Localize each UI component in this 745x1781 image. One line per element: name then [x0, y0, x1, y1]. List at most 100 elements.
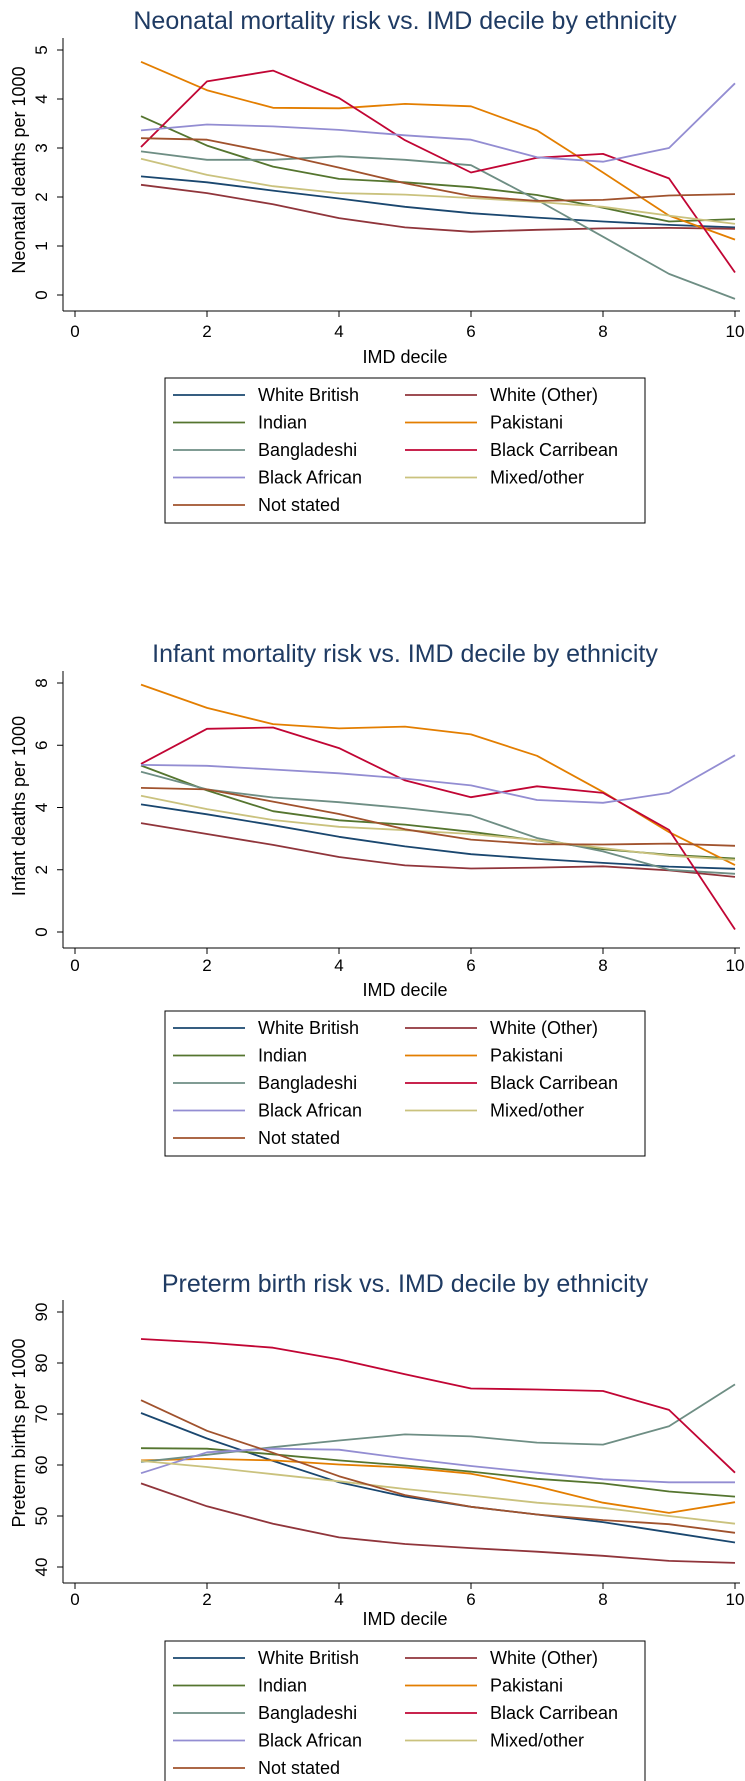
x-tick-label: 10: [726, 1590, 745, 1609]
chart-title: Preterm birth risk vs. IMD decile by eth…: [162, 1270, 649, 1298]
legend-label-white-other: White (Other): [490, 1018, 598, 1038]
series-line-not-stated: [140, 787, 736, 847]
y-tick-label: 80: [32, 1354, 51, 1373]
chart-legend: White British White (Other) Indian Pakistan…: [164, 1640, 646, 1781]
series-line-indian: [140, 1447, 736, 1498]
x-tick-label: 2: [202, 956, 211, 975]
series-line-bangladeshi: [140, 150, 736, 300]
y-tick-label: 40: [32, 1558, 51, 1577]
y-tick-label: 60: [32, 1456, 51, 1475]
series-line-black-african: [140, 754, 736, 804]
x-tick-label: 8: [598, 956, 607, 975]
x-tick-label: 0: [70, 1590, 79, 1609]
legend-label-not-stated: Not stated: [258, 1758, 340, 1778]
legend-label-mixed-other: Mixed/other: [490, 1731, 584, 1751]
legend-label-pakistani: Pakistani: [490, 1046, 563, 1066]
legend-label-white-other: White (Other): [490, 1648, 598, 1668]
y-tick-label: 2: [32, 192, 51, 201]
y-tick-label: 4: [32, 94, 51, 103]
legend-label-black-carribean: Black Carribean: [490, 1703, 618, 1723]
neonatal-chart-panel: Neonatal mortality risk vs. IMD decile b…: [9, 7, 744, 524]
x-axis-label: IMD decile: [362, 1609, 447, 1629]
x-tick-label: 4: [334, 956, 343, 975]
chart-title: Infant mortality risk vs. IMD decile by …: [152, 640, 658, 668]
series-line-pakistani: [140, 60, 736, 241]
legend-label-black-carribean: Black Carribean: [490, 440, 618, 460]
legend-label-bangladeshi: Bangladeshi: [258, 1703, 357, 1723]
plot-area: 0 2 4 6 8 10 40 50 60 70 80 90: [32, 1300, 744, 1609]
series-line-black-carribean: [140, 69, 736, 274]
y-axis-label: Preterm births per 1000: [9, 1338, 29, 1527]
legend-label-black-african: Black African: [258, 1731, 362, 1751]
y-tick-label: 6: [32, 741, 51, 750]
x-tick-label: 4: [334, 1590, 343, 1609]
series-line-not-stated: [140, 1399, 736, 1534]
legend-label-pakistani: Pakistani: [490, 413, 563, 433]
y-tick-label: 8: [32, 678, 51, 687]
legend-label-bangladeshi: Bangladeshi: [258, 1073, 357, 1093]
series-line-white-other: [140, 183, 736, 233]
series-line-mixed-other: [140, 794, 736, 861]
chart-title: Neonatal mortality risk vs. IMD decile b…: [133, 7, 677, 35]
series-line-mixed-other: [140, 1460, 736, 1525]
y-axis-label: Neonatal deaths per 1000: [9, 66, 29, 273]
y-tick-label: 2: [32, 865, 51, 874]
legend-label-mixed-other: Mixed/other: [490, 468, 584, 488]
plot-area: 0 2 4 6 8 10 0 1 2 3 4 5: [32, 38, 744, 341]
legend-label-not-stated: Not stated: [258, 495, 340, 515]
x-axis-label: IMD decile: [362, 347, 447, 367]
y-tick-label: 4: [32, 803, 51, 812]
x-tick-label: 10: [726, 956, 745, 975]
x-tick-label: 6: [466, 322, 475, 341]
legend-label-pakistani: Pakistani: [490, 1676, 563, 1696]
y-tick-label: 5: [32, 45, 51, 54]
series-line-bangladeshi: [140, 770, 736, 875]
x-tick-label: 0: [70, 322, 79, 341]
y-tick-label: 3: [32, 143, 51, 152]
x-tick-label: 2: [202, 322, 211, 341]
x-tick-label: 2: [202, 1590, 211, 1609]
legend-label-bangladeshi: Bangladeshi: [258, 440, 357, 460]
series-line-mixed-other: [140, 157, 736, 225]
x-tick-label: 4: [334, 322, 343, 341]
legend-label-white-british: White British: [258, 1018, 359, 1038]
series-line-white-other: [140, 1482, 736, 1564]
legend-label-black-african: Black African: [258, 468, 362, 488]
legend-label-white-british: White British: [258, 385, 359, 405]
series-line-black-african: [140, 82, 736, 163]
y-tick-label: 70: [32, 1405, 51, 1424]
x-tick-label: 6: [466, 956, 475, 975]
plot-area: 0 2 4 6 8 10 0 2 4 6 8: [32, 671, 744, 975]
legend-label-white-british: White British: [258, 1648, 359, 1668]
x-tick-label: 10: [726, 322, 745, 341]
y-tick-label: 1: [32, 241, 51, 250]
series-line-white-british: [140, 175, 736, 229]
series-line-white-other: [140, 822, 736, 878]
legend-box: [164, 1640, 646, 1781]
legend-label-indian: Indian: [258, 1046, 307, 1066]
series-line-indian: [140, 115, 736, 223]
y-axis-label: Infant deaths per 1000: [9, 716, 29, 896]
legend-label-mixed-other: Mixed/other: [490, 1101, 584, 1121]
legend-label-not-stated: Not stated: [258, 1128, 340, 1148]
legend-label-black-carribean: Black Carribean: [490, 1073, 618, 1093]
x-axis-label: IMD decile: [362, 980, 447, 1000]
series-line-black-carribean: [140, 1338, 736, 1474]
y-tick-label: 50: [32, 1507, 51, 1526]
x-tick-label: 8: [598, 1590, 607, 1609]
x-tick-label: 6: [466, 1590, 475, 1609]
series-line-pakistani: [140, 1458, 736, 1514]
x-tick-label: 0: [70, 956, 79, 975]
legend-label-black-african: Black African: [258, 1101, 362, 1121]
series-line-white-british: [140, 803, 736, 870]
series-line-black-african: [140, 1447, 735, 1484]
x-tick-label: 8: [598, 322, 607, 341]
y-tick-label: 90: [32, 1303, 51, 1322]
series-line-black-carribean: [140, 726, 736, 930]
series-line-not-stated: [140, 137, 736, 202]
infant-chart-panel: Infant mortality risk vs. IMD decile by …: [9, 640, 744, 1157]
y-tick-label: 0: [32, 290, 51, 299]
legend-label-white-other: White (Other): [490, 385, 598, 405]
legend-label-indian: Indian: [258, 1676, 307, 1696]
